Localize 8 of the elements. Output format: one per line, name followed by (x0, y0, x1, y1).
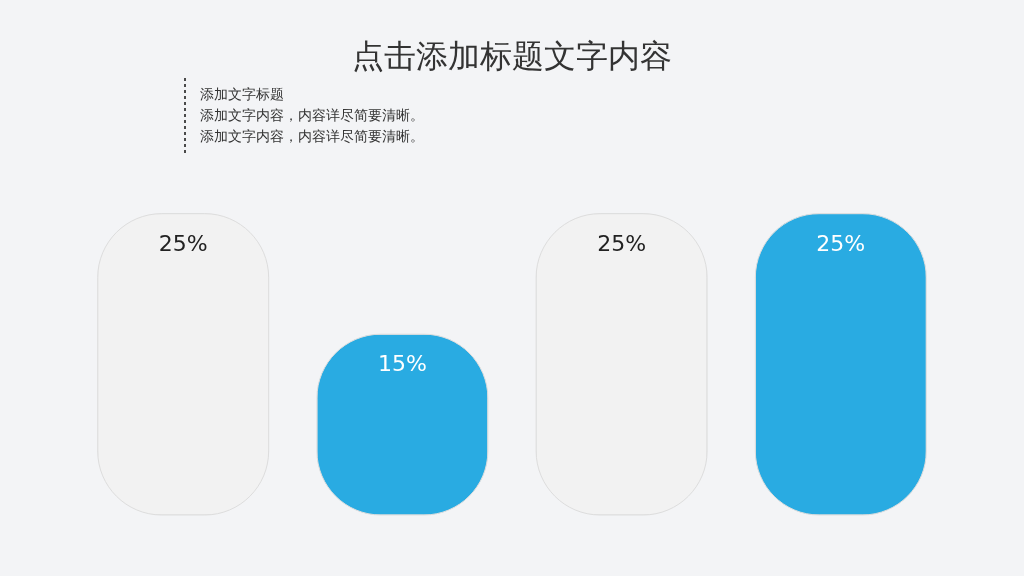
data-label: 15% (377, 351, 427, 377)
chart-subtitle: 添加文字标题 (200, 86, 284, 102)
data-label: 25% (816, 230, 866, 256)
text: 添加文字内容，内容详尽简要清晰。 (200, 107, 424, 123)
data-label: 25% (597, 230, 647, 256)
chart-title: 点击添加标题文字内容 (352, 36, 672, 75)
data-label: 25% (158, 230, 208, 256)
text: 添加文字内容，内容详尽简要清晰。 (200, 128, 424, 144)
